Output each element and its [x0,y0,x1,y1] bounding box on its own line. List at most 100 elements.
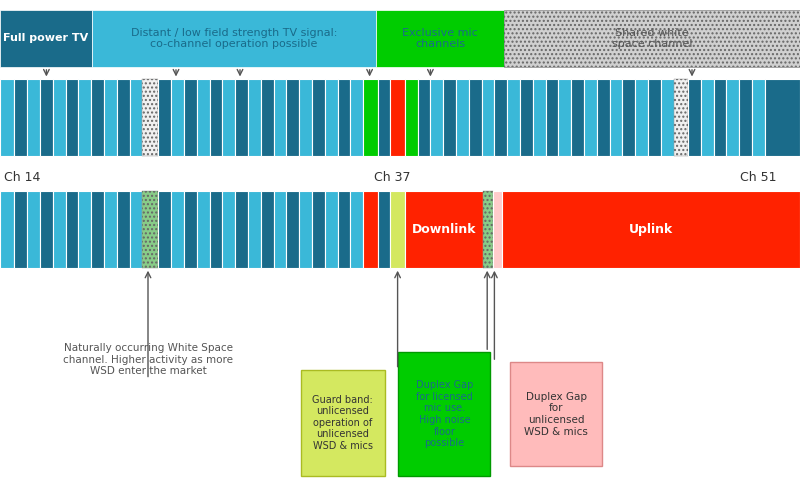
Bar [104,79,117,156]
Bar [78,191,91,268]
Bar [482,79,494,156]
Bar [210,79,222,156]
Bar [261,191,274,268]
Bar [752,79,765,156]
Bar [483,191,493,268]
Bar [53,79,66,156]
Bar [53,191,66,268]
Bar [274,191,286,268]
Bar [390,79,405,156]
Bar [456,79,469,156]
Bar [494,79,507,156]
Text: Ch 37: Ch 37 [374,171,410,184]
Bar [40,79,53,156]
Bar [130,79,142,156]
Bar [40,191,53,268]
Bar [350,191,363,268]
Bar [117,79,130,156]
Bar [66,79,78,156]
Bar [493,191,502,268]
Text: Distant / low field strength TV signal:
co-channel operation possible: Distant / low field strength TV signal: … [131,28,337,49]
Bar [92,10,376,67]
Bar [584,79,597,156]
Bar [443,79,456,156]
Bar [142,191,158,268]
Bar [520,79,533,156]
Bar [363,191,378,268]
Bar [418,79,430,156]
Bar [312,191,325,268]
Bar [571,79,584,156]
Text: Ch 51: Ch 51 [739,171,776,184]
Text: Ch 14: Ch 14 [4,171,40,184]
Bar [739,79,752,156]
Bar [469,79,482,156]
Bar [701,79,714,156]
Bar [235,79,248,156]
Bar [235,191,248,268]
Bar [350,79,363,156]
Bar [510,362,602,466]
Bar [507,79,520,156]
Text: Uplink: Uplink [629,223,674,236]
Bar [286,191,299,268]
Bar [0,79,14,156]
Bar [130,191,142,268]
Bar [376,10,504,67]
Bar [184,191,197,268]
Bar [27,191,40,268]
Bar [91,191,104,268]
Bar [222,191,235,268]
Bar [714,79,726,156]
Bar [504,10,800,67]
Bar [104,191,117,268]
Bar [184,79,197,156]
Bar [558,79,571,156]
Bar [325,79,338,156]
Bar [312,79,325,156]
Bar [338,79,350,156]
Bar [546,79,558,156]
Bar [261,79,274,156]
Bar [378,79,390,156]
Bar [635,79,648,156]
Bar [142,79,158,156]
Bar [158,191,171,268]
Bar [325,191,338,268]
Bar [765,79,800,156]
Bar [248,79,261,156]
Bar [222,79,235,156]
Bar [597,79,610,156]
Bar [248,191,261,268]
Bar [674,79,688,156]
Bar [14,191,27,268]
Bar [158,79,171,156]
Bar [197,79,210,156]
Bar [430,79,443,156]
Bar [117,191,130,268]
Bar [726,79,739,156]
Bar [210,191,222,268]
Text: Duplex Gap
for
unlicensed
WSD & mics: Duplex Gap for unlicensed WSD & mics [525,392,588,436]
Bar [27,79,40,156]
Bar [0,191,14,268]
Bar [622,79,635,156]
Bar [171,191,184,268]
Bar [405,191,483,268]
Bar [610,79,622,156]
Bar [301,370,385,476]
Bar [504,10,800,67]
Bar [398,352,490,476]
Bar [363,79,378,156]
Text: Guard band:
unlicensed
operation of
unlicensed
WSD & mics: Guard band: unlicensed operation of unli… [313,395,373,451]
Text: Naturally occurring White Space
channel. Higher activity as more
WSD enter the m: Naturally occurring White Space channel.… [63,343,233,376]
Bar [405,79,418,156]
Bar [274,79,286,156]
Text: Shared white
space channel: Shared white space channel [612,28,692,49]
Bar [338,191,350,268]
Text: Duplex Gap
for licensed
mic use.
High noise
floor
possible: Duplex Gap for licensed mic use. High no… [416,380,473,448]
Bar [648,79,661,156]
Bar [661,79,674,156]
Text: Downlink: Downlink [412,223,476,236]
Bar [142,191,158,268]
